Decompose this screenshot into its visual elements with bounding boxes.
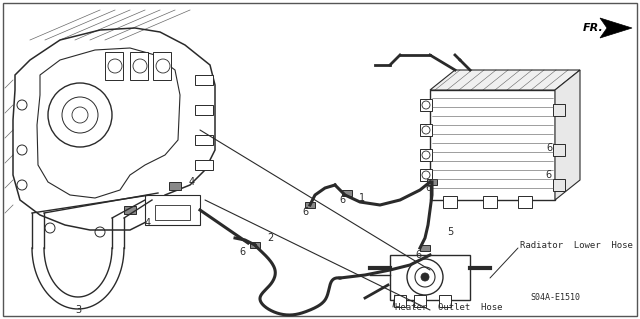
Text: 4: 4 [189, 177, 195, 187]
Bar [130, 52, 148, 80]
Bar [195, 135, 213, 145]
Text: 3: 3 [75, 305, 81, 315]
Bar [553, 144, 565, 156]
Bar [155, 205, 190, 220]
Bar [420, 124, 432, 136]
Bar [390, 255, 470, 300]
Bar [145, 195, 200, 225]
Bar [420, 149, 432, 161]
Text: 6: 6 [239, 247, 245, 257]
Bar [420, 245, 430, 251]
Text: 2: 2 [267, 233, 273, 243]
Polygon shape [600, 18, 632, 38]
Bar [414, 295, 426, 307]
Bar [195, 160, 213, 170]
Bar [553, 179, 565, 191]
Text: 6: 6 [425, 183, 431, 193]
Bar [518, 196, 532, 208]
Bar [105, 52, 123, 80]
Bar [420, 169, 432, 181]
Bar [394, 295, 406, 307]
Text: 5: 5 [447, 227, 453, 237]
Bar [483, 196, 497, 208]
Text: FR.: FR. [583, 23, 604, 33]
Bar [553, 104, 565, 116]
Text: 6: 6 [302, 207, 308, 217]
Text: 6: 6 [339, 195, 345, 205]
Bar [342, 190, 352, 196]
Text: 4: 4 [145, 218, 151, 228]
Bar [195, 75, 213, 85]
Text: S04A-E1510: S04A-E1510 [530, 293, 580, 302]
Text: Heater  Outlet  Hose: Heater Outlet Hose [395, 303, 502, 313]
Text: 6: 6 [415, 250, 421, 260]
Text: 6: 6 [545, 170, 551, 180]
Bar [124, 206, 136, 214]
Bar [430, 90, 555, 200]
Bar [439, 295, 451, 307]
Bar [195, 105, 213, 115]
Polygon shape [37, 48, 180, 198]
Bar [427, 179, 437, 185]
Bar [305, 202, 315, 208]
Bar [443, 196, 457, 208]
Text: 6: 6 [546, 143, 552, 153]
Polygon shape [555, 70, 580, 200]
Polygon shape [13, 28, 215, 230]
Bar [169, 182, 181, 189]
Polygon shape [430, 70, 580, 90]
Bar [153, 52, 171, 80]
Bar [420, 99, 432, 111]
Text: Radiator  Lower  Hose: Radiator Lower Hose [520, 241, 633, 249]
Circle shape [421, 273, 429, 281]
Text: 1: 1 [359, 193, 365, 203]
Bar [250, 242, 260, 248]
